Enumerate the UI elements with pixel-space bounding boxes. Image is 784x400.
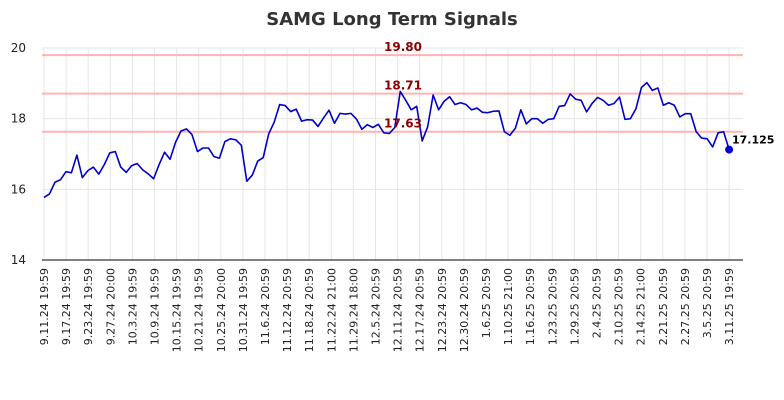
x-tick-label: 10.3.24 19:59 <box>126 268 139 345</box>
x-tick-label: 2.10.25 20:59 <box>613 268 626 345</box>
last-value-point <box>725 145 734 154</box>
grid-layer <box>42 47 743 261</box>
x-tick-label: 12.23.24 20:59 <box>436 268 449 352</box>
x-tick-label: 2.27.25 20:59 <box>679 268 692 345</box>
y-tick-label: 14 <box>11 253 26 267</box>
x-tick-label: 12.5.24 20:59 <box>370 268 383 345</box>
x-tick-label: 1.6.25 20:59 <box>480 268 493 338</box>
x-tick-label: 12.17.24 20:59 <box>414 268 427 352</box>
price-series-line <box>43 81 730 199</box>
x-tick-label: 11.29.24 18:00 <box>347 268 360 352</box>
x-tick-label: 1.16.25 20:59 <box>524 268 537 345</box>
x-tick-label: 2.21.25 20:59 <box>657 268 670 345</box>
x-tick-label: 1.29.25 20:59 <box>568 268 581 345</box>
reference-lines <box>42 54 743 133</box>
x-tick-label: 9.27.24 20:00 <box>104 268 117 345</box>
x-tick-label: 12.11.24 20:59 <box>392 268 405 352</box>
x-tick-label: 10.31.24 19:59 <box>237 268 250 352</box>
reference-line-label: 19.80 <box>384 40 422 54</box>
series-layer <box>43 81 734 199</box>
x-tick-label: 10.15.24 19:59 <box>171 268 184 352</box>
axes: 14 16 18 20 9.11.24 19:59 9.17.24 19:59 9.23.2… <box>11 41 743 352</box>
x-tick-label: 12.30.24 20:59 <box>458 268 471 352</box>
x-tick-label: 11.18.24 20:59 <box>303 268 316 352</box>
reference-line-label: 17.63 <box>384 117 422 131</box>
x-tick-label: 3.5.25 20:59 <box>701 268 714 338</box>
y-tick-label: 16 <box>11 182 26 196</box>
x-tick-label: 1.10.25 21:00 <box>502 268 515 345</box>
x-tick-label: 9.11.24 19:59 <box>38 268 51 345</box>
x-tick-label: 1.23.25 20:59 <box>546 268 559 345</box>
y-tick-label: 18 <box>11 112 26 126</box>
x-tick-label: 10.9.24 19:59 <box>149 268 162 345</box>
x-tick-label: 2.14.25 21:00 <box>635 268 648 345</box>
x-tick-label: 11.22.24 21:00 <box>325 268 338 352</box>
x-tick-label: 10.21.24 19:59 <box>193 268 206 352</box>
label-layer: 19.80 18.71 17.63 17.125 <box>384 40 774 147</box>
x-tick-label: 9.23.24 19:59 <box>82 268 95 345</box>
x-tick-label: 3.11.25 19:59 <box>723 268 736 345</box>
chart-title: SAMG Long Term Signals <box>266 9 518 30</box>
x-tick-label: 11.6.24 20:59 <box>259 268 272 345</box>
x-tick-label: 11.12.24 20:59 <box>281 268 294 352</box>
reference-line-label: 18.71 <box>384 79 422 93</box>
x-tick-label: 9.17.24 19:59 <box>60 268 73 345</box>
x-tick-label: 2.4.25 20:59 <box>591 268 604 338</box>
last-value-label: 17.125 <box>732 134 774 147</box>
y-tick-label: 20 <box>11 41 26 55</box>
x-tick-label: 10.25.24 20:00 <box>215 268 228 352</box>
